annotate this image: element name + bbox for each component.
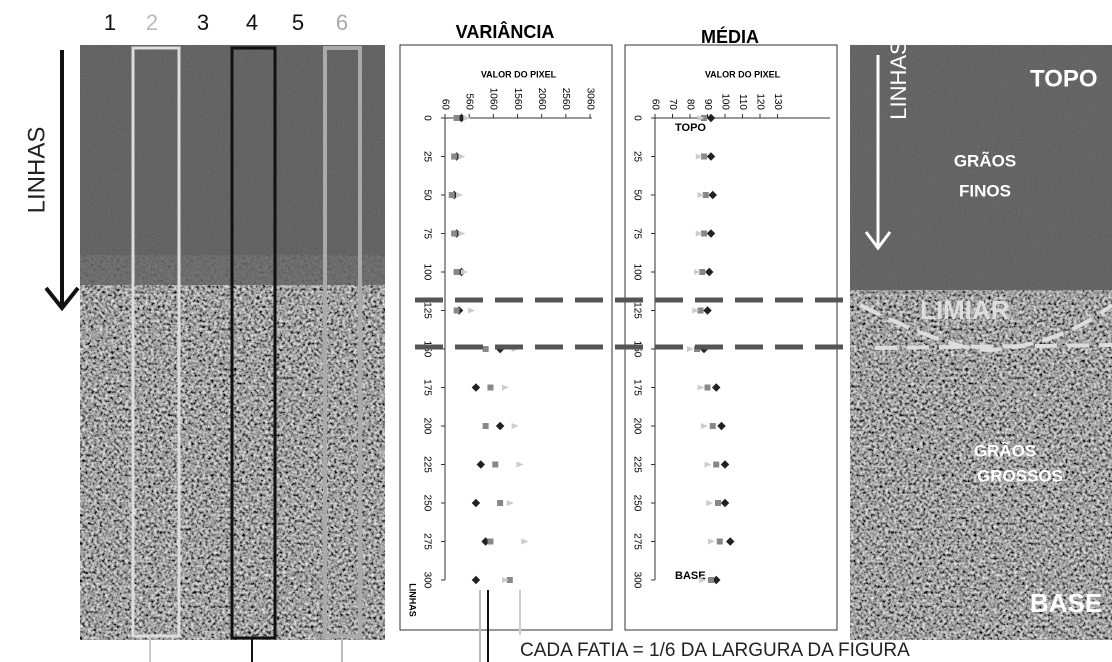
y-tick-label: 560 xyxy=(464,93,475,110)
chart-title: MÉDIA xyxy=(701,26,759,47)
y-tick-label: 100 xyxy=(719,93,730,110)
coarse-label: GRÃOS xyxy=(974,440,1036,460)
point xyxy=(710,423,716,429)
column-number: 5 xyxy=(292,10,304,35)
figure: 1 2 3 4 5 6 LINHAS TOPO LINHAS GRÃOS FINOS LI… xyxy=(0,0,1112,662)
point xyxy=(454,308,460,314)
base-label: BASE xyxy=(1030,588,1102,618)
column-number: 3 xyxy=(197,10,209,35)
top-label: TOPO xyxy=(1030,65,1098,92)
x-tick-label: 0 xyxy=(631,115,642,121)
y-tick-label: 60 xyxy=(649,99,660,111)
x-tick-label: 200 xyxy=(631,418,642,435)
y-tick-label: 90 xyxy=(702,99,713,111)
point xyxy=(454,269,460,275)
x-tick-label: 200 xyxy=(421,418,432,435)
coarse-label: GROSSOS xyxy=(977,466,1063,485)
point xyxy=(487,385,493,391)
y-tick-label: 110 xyxy=(737,94,748,110)
axis-label: VALOR DO PIXEL xyxy=(705,69,781,79)
point xyxy=(483,346,489,352)
caption: CADA FATIA = 1/6 DA LARGURA DA FIGURA xyxy=(520,640,910,661)
x-tick-label: 250 xyxy=(631,495,642,512)
y-tick-label: 2060 xyxy=(536,88,547,111)
y-tick-label: 60 xyxy=(439,99,450,111)
point xyxy=(483,423,489,429)
left-image xyxy=(80,45,385,640)
column-number: 4 xyxy=(246,10,258,35)
point xyxy=(487,539,493,545)
point xyxy=(715,500,721,506)
y-tick-label: 70 xyxy=(667,99,678,111)
y-tick-label: 3060 xyxy=(584,88,595,111)
point xyxy=(717,539,723,545)
x-tick-label: 175 xyxy=(631,379,642,396)
x-tick-label: 25 xyxy=(421,151,432,163)
x-tick-label: 50 xyxy=(421,189,432,201)
x-tick-label: 25 xyxy=(631,151,642,163)
x-tick-label: 75 xyxy=(631,228,642,240)
point xyxy=(708,577,714,583)
point xyxy=(451,154,457,160)
x-tick-label: 225 xyxy=(421,456,432,473)
threshold-label: LIMIAR xyxy=(920,295,1010,325)
axis-label: LINHAS xyxy=(408,583,418,617)
x-tick-label: 300 xyxy=(631,572,642,589)
point xyxy=(451,231,457,237)
point xyxy=(497,500,503,506)
x-tick-label: 250 xyxy=(421,495,432,512)
point xyxy=(454,115,460,121)
lines-label: LINHAS xyxy=(886,40,911,119)
column-number: 1 xyxy=(104,10,116,35)
y-tick-label: 1060 xyxy=(488,88,499,111)
y-tick-label: 80 xyxy=(684,99,695,111)
x-tick-label: 75 xyxy=(421,228,432,240)
x-tick-label: 100 xyxy=(631,264,642,281)
column-number: 2 xyxy=(146,10,158,35)
y-tick-label: 1560 xyxy=(512,88,523,111)
x-tick-label: 275 xyxy=(631,533,642,550)
y-tick-label: 130 xyxy=(772,93,783,110)
annotation: TOPO xyxy=(675,122,706,134)
point xyxy=(713,462,719,468)
fine-label: GRÃOS xyxy=(954,150,1016,170)
right-image xyxy=(850,45,1112,640)
column-number: 6 xyxy=(336,10,348,35)
point xyxy=(449,192,455,198)
x-tick-label: 300 xyxy=(421,572,432,589)
x-tick-label: 125 xyxy=(631,302,642,319)
axis-label: VALOR DO PIXEL xyxy=(481,69,557,79)
x-tick-label: 225 xyxy=(631,456,642,473)
left-label: LINHAS xyxy=(23,127,50,214)
y-tick-label: 2560 xyxy=(560,88,571,111)
point xyxy=(492,462,498,468)
arrow xyxy=(46,50,78,308)
x-tick-label: 50 xyxy=(631,189,642,201)
x-tick-label: 100 xyxy=(421,264,432,281)
y-tick-label: 120 xyxy=(754,93,765,110)
point xyxy=(705,385,711,391)
x-tick-label: 125 xyxy=(421,302,432,319)
x-tick-label: 275 xyxy=(421,533,432,550)
x-tick-label: 175 xyxy=(421,379,432,396)
fine-label: FINOS xyxy=(959,181,1011,200)
x-tick-label: 0 xyxy=(421,115,432,121)
chart-title: VARIÂNCIA xyxy=(456,21,555,42)
